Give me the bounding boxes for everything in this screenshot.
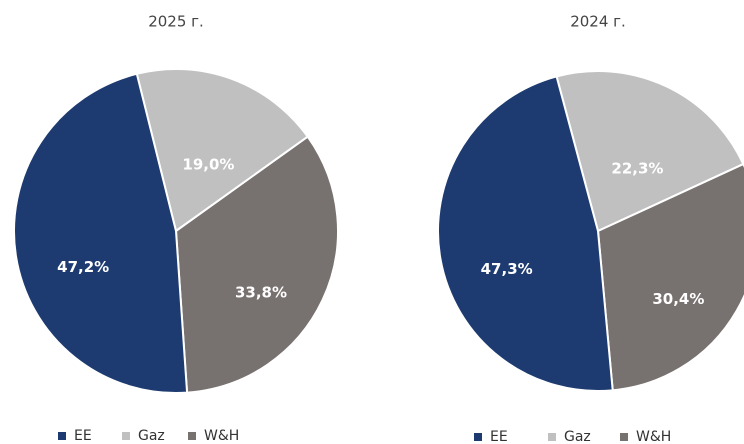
- legend-label: Gaz: [138, 428, 165, 444]
- legend-swatch: [188, 432, 196, 440]
- data-label: 33,8%: [235, 284, 287, 302]
- legend-label: W&H: [636, 429, 671, 444]
- pie-slice: [437, 75, 614, 392]
- data-label: 47,3%: [481, 260, 533, 278]
- legend-label: Gaz: [564, 429, 591, 444]
- legend-swatch: [122, 432, 130, 440]
- chart-title: 2024 г.: [570, 13, 626, 31]
- legend-label: W&H: [204, 428, 239, 444]
- data-label: 47,2%: [57, 258, 109, 276]
- pie-slice: [596, 162, 744, 392]
- legend-label: EE: [490, 429, 508, 444]
- pie-slice: [555, 70, 744, 233]
- legend-swatch: [548, 433, 556, 441]
- data-label: 22,3%: [611, 159, 663, 177]
- pie-slice: [174, 135, 339, 394]
- pie-slice: [13, 72, 189, 394]
- legend-swatch: [58, 432, 66, 440]
- chart-title: 2025 г.: [148, 13, 204, 31]
- pie-slice: [135, 68, 310, 233]
- data-label: 19,0%: [182, 155, 234, 173]
- legend-label: EE: [74, 428, 92, 444]
- legend-swatch: [474, 433, 482, 441]
- legend-swatch: [620, 433, 628, 441]
- data-label: 30,4%: [652, 290, 704, 308]
